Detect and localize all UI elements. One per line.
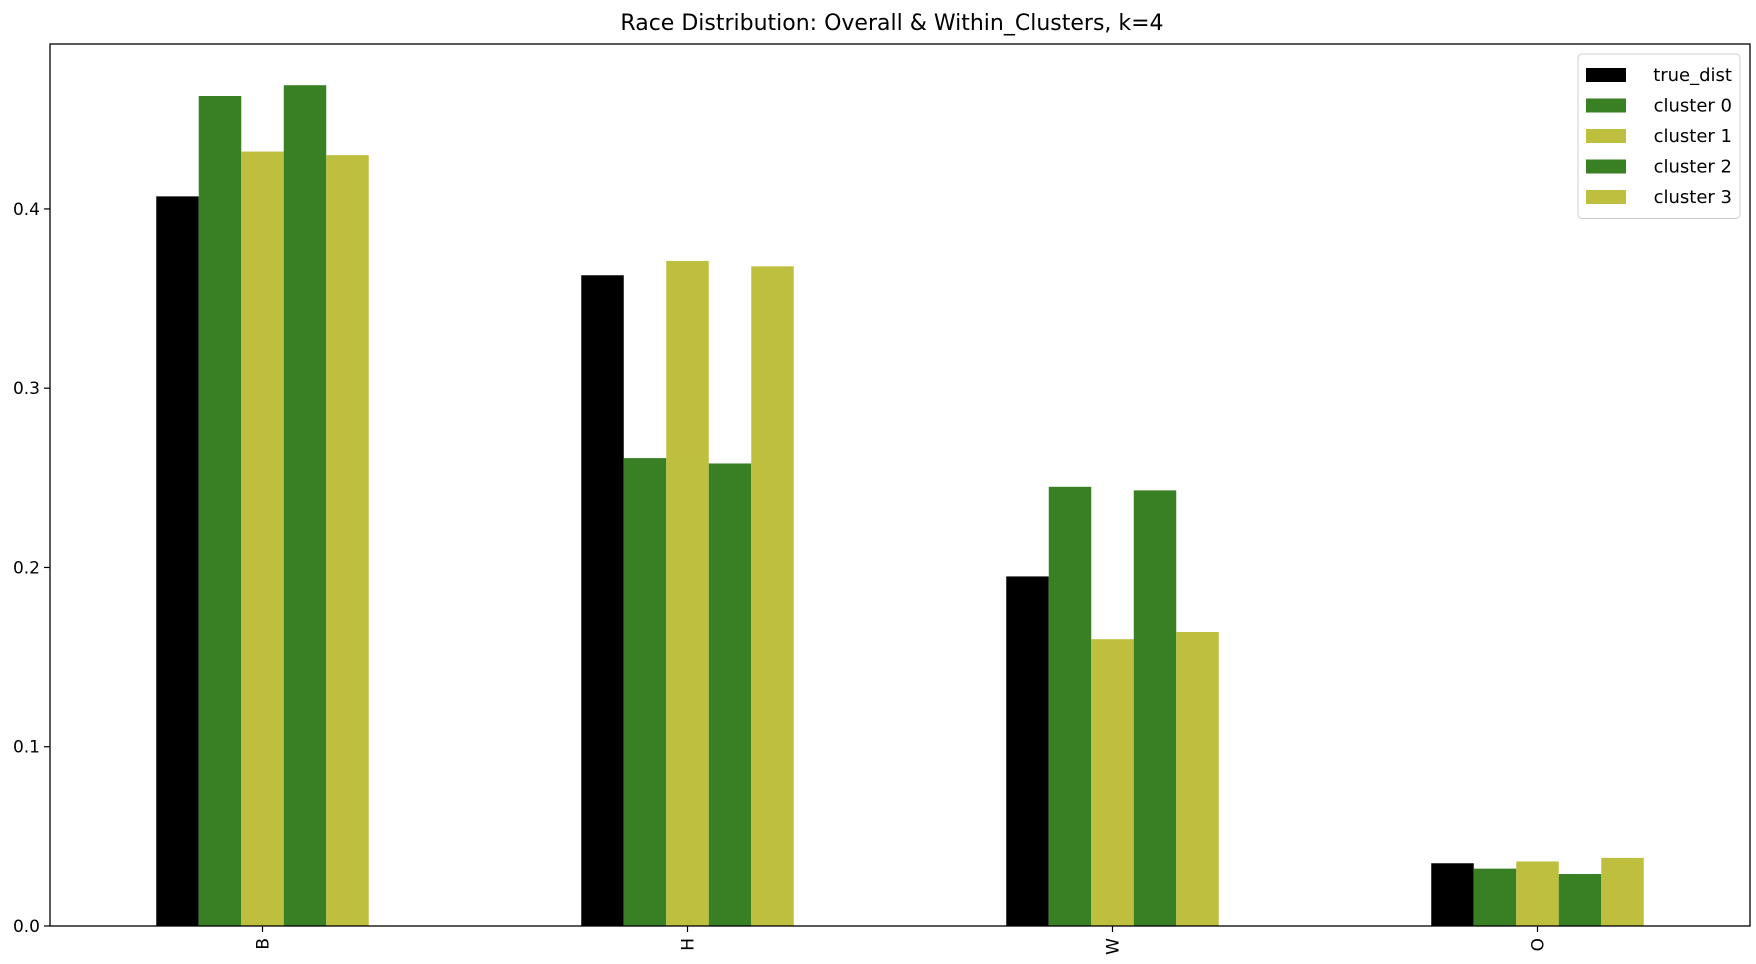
bar-cluster-1-W xyxy=(1091,639,1134,926)
bar-true_dist-H xyxy=(581,275,624,926)
bar-cluster-0-H xyxy=(623,458,667,926)
legend-label: cluster 0 xyxy=(1654,96,1732,117)
bar-cluster-3-H xyxy=(751,266,794,926)
bar-cluster-0-B xyxy=(198,95,242,927)
y-axis: 0.0 0.1 0.2 0.3 0.4 xyxy=(13,200,50,937)
bar-cluster-3-O xyxy=(1601,857,1644,926)
plot-frame xyxy=(49,43,1751,927)
legend-swatch xyxy=(1586,129,1626,143)
x-tick-label: O xyxy=(1529,938,1549,951)
bar-cluster-2-B xyxy=(283,85,327,927)
legend-label: true_dist xyxy=(1653,65,1732,86)
bar-cluster-3-W xyxy=(1176,632,1219,926)
bar-cluster-1-H xyxy=(666,260,709,926)
bar-cluster-2-O xyxy=(1558,874,1602,926)
legend-label: cluster 3 xyxy=(1654,187,1732,208)
bar-cluster-2-W xyxy=(1133,490,1177,926)
bar-cluster-0-O xyxy=(1473,868,1517,926)
y-tick-label: 0.4 xyxy=(13,200,40,220)
legend-label: cluster 1 xyxy=(1654,126,1732,147)
bar-true_dist-W xyxy=(1006,576,1049,926)
y-tick-label: 0.1 xyxy=(13,738,40,758)
y-tick-label: 0.3 xyxy=(13,379,40,399)
bars-group xyxy=(156,85,1644,927)
bar-cluster-1-O xyxy=(1516,861,1559,926)
x-tick-label: W xyxy=(1104,938,1124,955)
y-tick-label: 0.2 xyxy=(13,558,40,578)
legend-box xyxy=(1577,53,1741,219)
legend-swatch xyxy=(1586,159,1626,174)
legend-swatch xyxy=(1586,98,1626,113)
bar-cluster-0-W xyxy=(1048,486,1092,926)
bar-true_dist-O xyxy=(1431,863,1474,926)
y-tick-label: 0.0 xyxy=(13,917,40,937)
bar-cluster-3-B xyxy=(326,155,369,926)
legend-swatch xyxy=(1586,190,1626,204)
bar-true_dist-B xyxy=(156,196,199,926)
x-tick-label: H xyxy=(679,938,699,951)
legend-swatch xyxy=(1586,68,1626,82)
bar-cluster-1-B xyxy=(241,151,284,926)
bar-cluster-2-H xyxy=(708,463,752,926)
chart-title: Race Distribution: Overall & Within_Clus… xyxy=(620,11,1163,36)
x-tick-label: B xyxy=(254,938,274,950)
legend-label: cluster 2 xyxy=(1654,157,1732,178)
